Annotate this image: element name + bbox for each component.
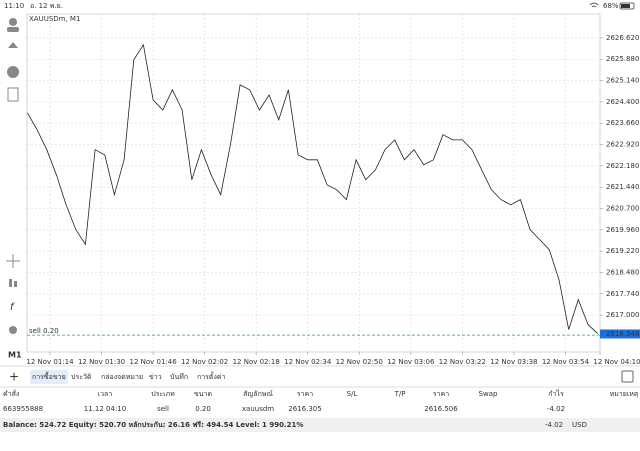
x-tick-label: 12 Nov 01:30 — [78, 358, 125, 366]
y-tick-label: 2625.140 — [606, 77, 639, 85]
table-cell: xauusdm — [242, 405, 274, 413]
icon-candles[interactable] — [9, 279, 12, 287]
table-cell: 0.20 — [195, 405, 211, 413]
table-cell: 2616.305 — [288, 405, 321, 413]
icon-objects[interactable] — [9, 326, 17, 334]
icon-account[interactable] — [9, 18, 17, 26]
column-header: เวลา — [98, 390, 113, 398]
tab[interactable]: ข่าว — [149, 373, 162, 381]
y-tick-label: 2626.620 — [606, 34, 639, 42]
icon-new[interactable] — [7, 87, 19, 102]
status-time: 11:10 — [4, 2, 24, 10]
y-tick-label: 2618.480 — [606, 268, 639, 276]
tab[interactable]: การซื้อขาย — [32, 370, 66, 381]
y-tick-label: 2619.960 — [606, 226, 639, 234]
wifi-icon — [589, 2, 599, 8]
y-tick-label: 2617.000 — [606, 311, 639, 319]
icon-indicators[interactable]: f — [10, 302, 15, 313]
tab[interactable]: กล่องจดหมาย — [101, 373, 143, 381]
table-cell: 2616.506 — [424, 405, 458, 413]
column-header: สัญลักษณ์ — [243, 390, 273, 398]
x-tick-label: 12 Nov 04:10 — [593, 358, 640, 366]
table-cell: -4.02 — [547, 405, 565, 413]
y-tick-label: 2624.400 — [606, 98, 639, 106]
active-tab-bg — [30, 370, 68, 384]
column-header: Swap — [479, 390, 498, 398]
current-price-label: 2616.346 — [606, 330, 640, 338]
x-tick-label: 12 Nov 02:02 — [181, 358, 228, 366]
timeframe-button[interactable]: M1 — [8, 351, 22, 360]
footer-bg — [0, 418, 640, 432]
status-battery: 68% — [603, 2, 619, 10]
price-line — [27, 43, 598, 334]
column-header: ประเภท — [151, 390, 175, 398]
table-cell: 663955888 — [3, 405, 43, 413]
battery-icon — [619, 2, 635, 10]
current-price-box — [600, 329, 640, 339]
x-tick-label: 12 Nov 03:38 — [490, 358, 537, 366]
status-date: อ. 12 พ.ย. — [30, 2, 63, 10]
x-tick-label: 12 Nov 03:54 — [542, 358, 590, 366]
table-cell: 11.12 04:10 — [84, 405, 126, 413]
column-header: หมายเหตุ — [610, 390, 639, 398]
battery-level — [621, 4, 630, 8]
y-tick-label: 2622.180 — [606, 162, 639, 170]
y-tick-label: 2620.700 — [606, 205, 639, 213]
y-tick-label: 2622.920 — [606, 141, 639, 149]
icon-candles-2 — [14, 281, 17, 287]
y-tick-label: 2625.880 — [606, 55, 639, 63]
table-cell: sell — [157, 405, 169, 413]
footer-currency: USD — [572, 421, 587, 429]
chart-title: XAUUSDm, M1 — [29, 15, 80, 23]
footer-profit: -4.02 — [545, 421, 563, 429]
y-tick-label: 2623.660 — [606, 119, 639, 127]
x-tick-label: 12 Nov 01:14 — [26, 358, 74, 366]
icon-account-body — [7, 27, 19, 32]
x-tick-label: 12 Nov 02:34 — [284, 358, 332, 366]
column-header: ขนาด — [194, 390, 212, 398]
x-tick-label: 12 Nov 02:18 — [233, 358, 280, 366]
add-button[interactable]: + — [9, 370, 19, 384]
x-tick-label: 12 Nov 03:22 — [439, 358, 486, 366]
y-tick-label: 2619.220 — [606, 247, 639, 255]
x-tick-label: 12 Nov 02:50 — [336, 358, 383, 366]
y-tick-label: 2621.440 — [606, 183, 639, 191]
grid — [27, 14, 600, 352]
x-tick-label: 12 Nov 01:46 — [129, 358, 177, 366]
column-header: คำสั่ง — [3, 389, 19, 398]
column-header: กำไร — [548, 389, 564, 398]
column-header: ราคา — [297, 390, 313, 398]
chart-frame — [26, 13, 601, 353]
y-tick-label: 2617.740 — [606, 290, 639, 298]
tab[interactable]: ประวัติ — [71, 373, 92, 381]
column-header: ราคา — [433, 390, 449, 398]
footer-summary: Balance: 524.72 Equity: 520.70 หลักประกั… — [3, 421, 303, 429]
icon-crosshair[interactable] — [6, 254, 20, 268]
icon-chat[interactable] — [7, 66, 19, 78]
left-toolbar: f — [6, 18, 20, 334]
icon-calc[interactable] — [621, 370, 634, 383]
tab[interactable]: การตั้งค่า — [197, 370, 226, 381]
column-header: T/P — [394, 390, 406, 398]
x-tick-label: 12 Nov 03:06 — [387, 358, 435, 366]
column-header: S/L — [347, 390, 358, 398]
order-label: sell 0.20 — [29, 327, 59, 335]
tab[interactable]: บันทึก — [170, 372, 188, 381]
icon-trade[interactable] — [8, 42, 18, 48]
